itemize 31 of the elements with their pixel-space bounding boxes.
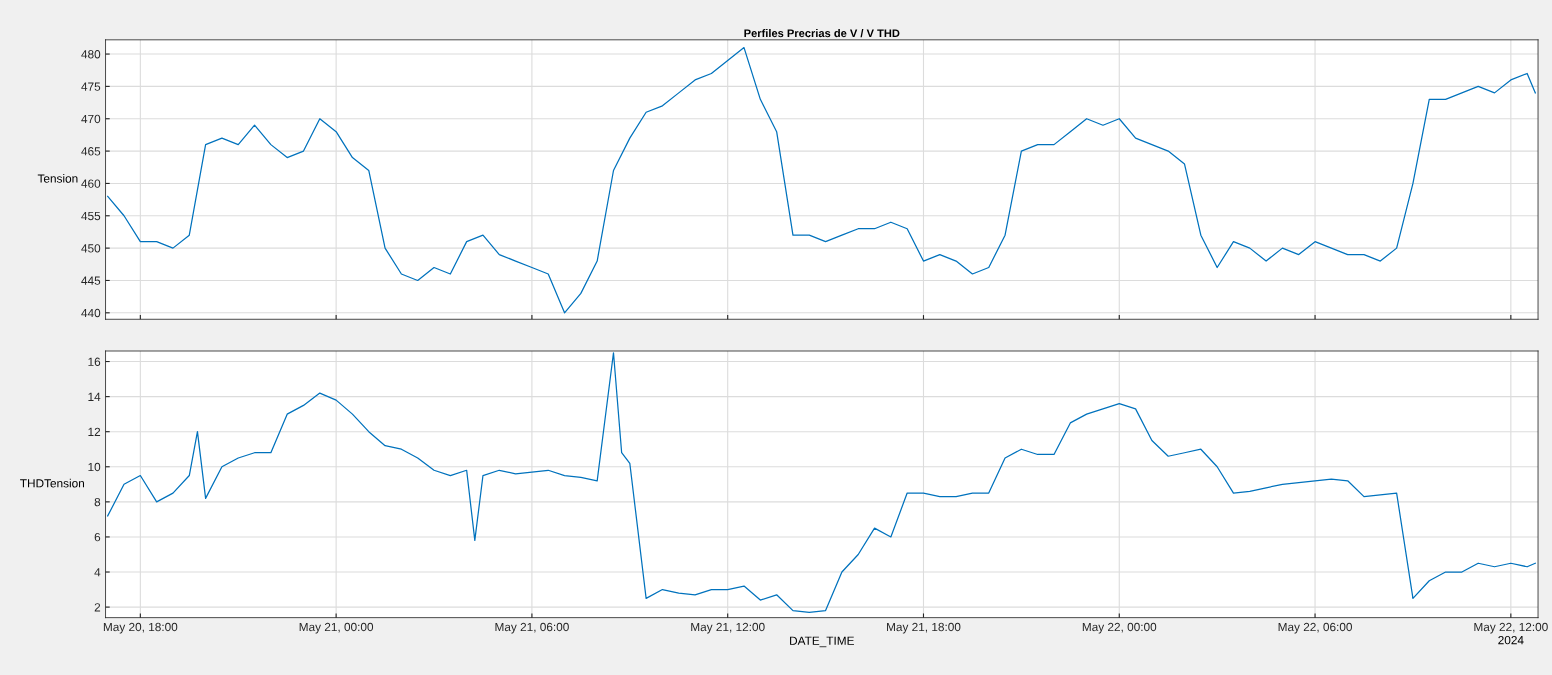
x-tick-label: May 21, 00:00: [299, 622, 374, 634]
y-tick-label: 10: [88, 462, 101, 472]
x-tick-label: May 21, 18:00: [887, 622, 961, 634]
x-axis-title: DATE_TIME: [790, 636, 854, 648]
y-tick-label: 12: [88, 427, 101, 436]
y-tick-label: 440: [81, 308, 101, 318]
x-tick-label: May 21, 06:00: [495, 622, 569, 634]
y-tick-label: 450: [81, 244, 101, 253]
x-tick-label: May 22, 12:00: [1474, 622, 1548, 634]
y-tick-label: 455: [81, 211, 101, 221]
y-tick-label: 6: [94, 532, 101, 542]
y-tick-label: 460: [81, 179, 101, 188]
x-tick-label: May 22, 00:00: [1082, 622, 1157, 634]
x-tick-label: May 22, 06:00: [1278, 622, 1352, 634]
y-tick-label: 8: [94, 497, 101, 507]
y-tick-label: 4: [94, 568, 101, 577]
text: 2024: [1498, 635, 1524, 645]
chart-title: Perfiles Precrias de V / V THD: [744, 29, 900, 38]
x-tick-label: May 21, 12:00: [691, 622, 765, 634]
line-series: [107, 46, 1536, 314]
y-tick-label: 445: [81, 276, 101, 285]
y-axis-title: Tension: [37, 174, 78, 183]
y-tick-label: 14: [88, 392, 101, 401]
y-tick-label: 465: [81, 147, 101, 156]
y-tick-label: 470: [81, 114, 101, 124]
y-axis-title: THDTension: [20, 478, 84, 488]
y-tick-label: 16: [88, 357, 101, 366]
y-tick-label: 475: [81, 82, 101, 91]
y-tick-label: 2: [94, 603, 101, 612]
x-tick-label: May 20, 18:00: [103, 622, 178, 634]
y-tick-label: 480: [81, 50, 101, 59]
